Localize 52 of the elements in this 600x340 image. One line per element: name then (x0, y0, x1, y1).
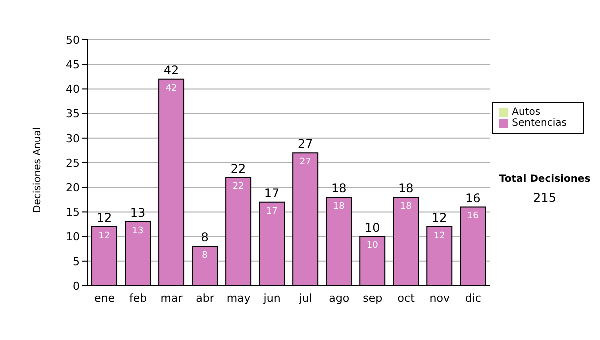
y-tick-label: 15 (66, 206, 80, 220)
data-label: 12 (98, 231, 110, 242)
total-label: 17 (264, 186, 280, 200)
total-label: 16 (465, 191, 481, 206)
total-label: 18 (331, 181, 347, 196)
x-tick-label: ene (94, 292, 116, 305)
legend-label: Sentencias (512, 118, 567, 129)
x-tick-label: abr (196, 292, 215, 305)
y-tick-label: 35 (66, 108, 80, 121)
data-label: 16 (467, 212, 480, 222)
total-label: 10 (364, 220, 380, 235)
data-label: 13 (132, 226, 144, 236)
x-tick-label: sep (363, 292, 383, 305)
text: Total Decisiones (498, 174, 592, 185)
y-tick-label: 50 (66, 34, 80, 47)
y-tick-label: 30 (66, 132, 80, 146)
total-label: 27 (298, 137, 314, 152)
data-label: 8 (202, 251, 208, 262)
x-tick-label: jul (298, 292, 312, 305)
y-tick-label: 10 (66, 230, 80, 244)
x-tick-label: jun (262, 292, 281, 305)
data-label: 12 (434, 231, 446, 242)
data-label: 42 (166, 84, 178, 94)
y-tick-label: 5 (73, 255, 80, 268)
data-label: 17 (266, 206, 278, 217)
total-label: 8 (201, 230, 209, 245)
x-tick-label: feb (129, 292, 148, 305)
data-label: 22 (232, 182, 244, 192)
total-label: 42 (164, 63, 180, 78)
data-label: 10 (366, 241, 379, 252)
y-axis-title: Decisiones Anual (32, 127, 44, 213)
data-label: 18 (333, 202, 346, 212)
y-tick-label: 25 (66, 156, 80, 170)
x-tick-label: may (226, 292, 252, 305)
data-label: 27 (300, 158, 312, 168)
x-tick-label: ago (329, 292, 350, 305)
total-label: 22 (230, 162, 246, 176)
text: 215 (532, 191, 558, 205)
total-label: 12 (432, 210, 448, 225)
y-tick-label: 40 (66, 83, 80, 96)
data-label: 18 (400, 202, 412, 212)
y-tick-label: 20 (66, 182, 80, 195)
total-label: 13 (130, 206, 146, 220)
legend-label: Autos (512, 107, 541, 118)
total-label: 18 (398, 181, 414, 196)
y-tick-label: 45 (66, 58, 80, 72)
total-label: 12 (96, 210, 112, 225)
x-tick-label: oct (398, 292, 416, 305)
x-tick-label: dic (465, 292, 482, 305)
x-tick-label: mar (160, 292, 184, 305)
y-tick-label: 0 (73, 280, 80, 293)
x-tick-label: nov (430, 292, 450, 305)
